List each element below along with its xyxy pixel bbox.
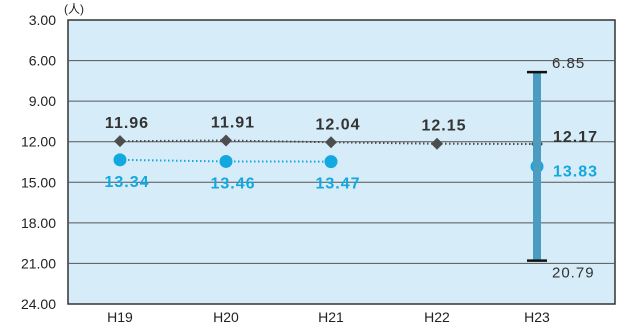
data-label: 13.34 xyxy=(104,174,149,191)
data-label: 13.46 xyxy=(210,175,255,192)
y-tick-label: 18.00 xyxy=(21,215,56,231)
series-marker xyxy=(114,153,127,166)
y-tick-labels: 3.00 6.00 9.00 12.00 15.00 18.00 21.00 24.00 xyxy=(21,12,56,312)
data-label: 11.91 xyxy=(211,114,255,131)
range-min-label: 6.85 xyxy=(552,55,585,72)
y-tick-label: 9.00 xyxy=(29,93,56,109)
data-label: 13.47 xyxy=(315,176,360,193)
data-label: 12.04 xyxy=(315,116,360,133)
data-label: 12.17 xyxy=(553,129,598,146)
y-tick-label: 21.00 xyxy=(21,255,56,271)
series-marker xyxy=(325,155,338,168)
unit-label: (人) xyxy=(64,2,84,16)
y-tick-label: 3.00 xyxy=(29,12,56,28)
x-tick-label: H21 xyxy=(318,309,344,324)
data-label: 13.83 xyxy=(553,163,598,180)
data-label: 11.96 xyxy=(105,115,149,132)
x-tick-label: H20 xyxy=(213,309,239,324)
y-tick-label: 24.00 xyxy=(21,296,56,312)
x-tick-label: H22 xyxy=(424,309,450,324)
x-tick-labels: H19 H20 H21 H22 H23 xyxy=(107,309,550,324)
range-max-label: 20.79 xyxy=(552,265,595,282)
y-tick-label: 12.00 xyxy=(21,134,56,150)
y-tick-label: 6.00 xyxy=(29,53,56,69)
x-tick-label: H23 xyxy=(524,309,550,324)
range-bar xyxy=(533,72,541,261)
x-tick-label: H19 xyxy=(107,309,133,324)
data-label: 12.15 xyxy=(421,118,466,135)
y-tick-label: 15.00 xyxy=(21,174,56,190)
series-marker xyxy=(220,155,233,168)
